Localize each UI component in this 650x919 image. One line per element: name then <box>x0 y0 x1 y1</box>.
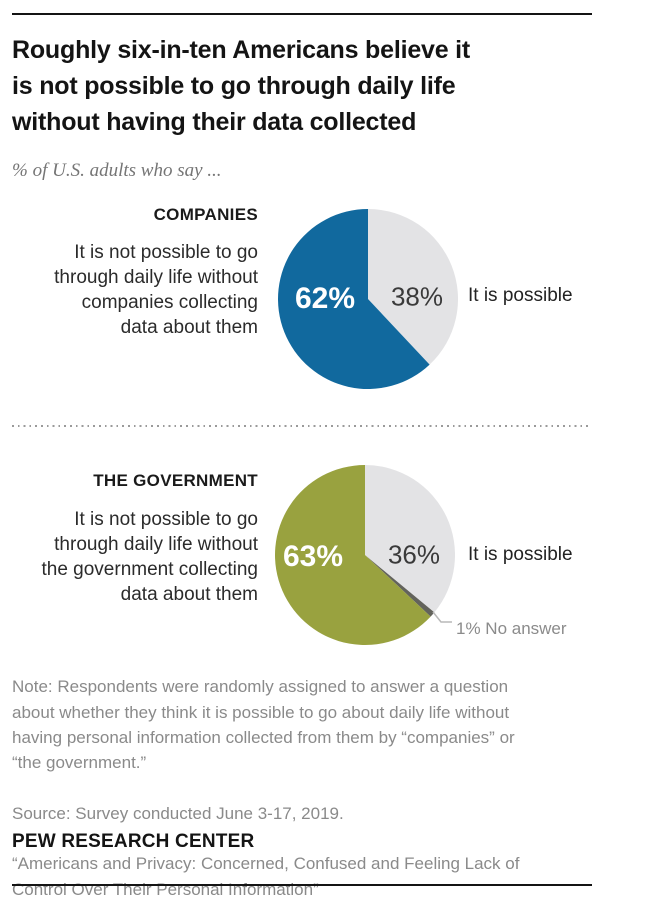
not-possible-text-government: It is not possible to go through daily l… <box>41 509 258 605</box>
pie-slice-government-no-answer <box>365 555 435 617</box>
pie-chart-companies <box>278 209 458 389</box>
no-answer-callout-line <box>432 611 452 623</box>
section-label-companies: COMPANIES <box>153 205 258 224</box>
possible-label-companies: It is possible <box>468 285 573 306</box>
pie-slice-government-it-is-not-possible-to-go-throu <box>275 465 431 645</box>
pew-research-center-brand: PEW RESEARCH CENTER <box>12 831 255 852</box>
possible-label-government: It is possible <box>468 544 573 565</box>
pie-label-government-not-possible-pct: 63% <box>282 540 344 573</box>
top-rule <box>12 13 592 15</box>
dotted-divider <box>12 425 588 427</box>
page-title: Roughly six-in-ten Americans believe it … <box>12 36 471 136</box>
source-text: Source: Survey conducted June 3-17, 2019… <box>12 803 344 823</box>
pie-chart-government <box>275 465 455 645</box>
pie-slice-companies-it-is-possible <box>368 209 458 365</box>
bottom-rule <box>12 884 592 886</box>
pie-label-companies-possible-pct: 38% <box>390 281 444 312</box>
chart-subtitle: % of U.S. adults who say ... <box>12 160 222 181</box>
no-answer-label: 1% No answer <box>456 619 567 638</box>
footnote-block: Note: Respondents were randomly assigned… <box>12 649 622 919</box>
note-text: Note: Respondents were randomly assigned… <box>12 677 515 773</box>
pie-slice-companies-it-is-not-possible-to-go-throu <box>278 209 430 389</box>
pie-slice-government-it-is-possible <box>365 465 455 613</box>
pie-label-companies-not-possible-pct: 62% <box>294 282 356 315</box>
report-title-text: “Americans and Privacy: Concerned, Confu… <box>12 854 520 899</box>
section-label-government: THE GOVERNMENT <box>93 471 258 490</box>
not-possible-text-companies: It is not possible to go through daily l… <box>54 242 258 338</box>
pie-label-government-possible-pct: 36% <box>387 539 441 570</box>
